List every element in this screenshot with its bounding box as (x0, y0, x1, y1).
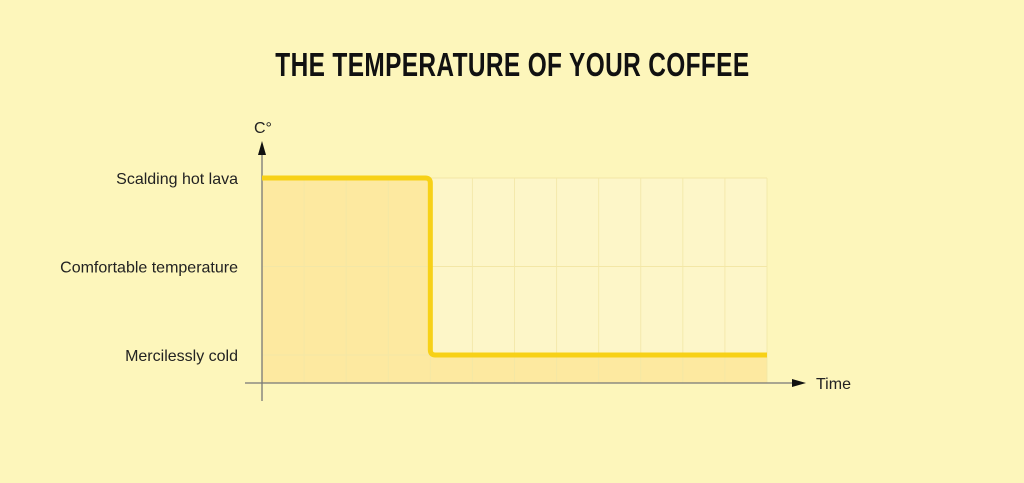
chart-title: THE TEMPERATURE OF YOUR COFFEE (274, 46, 750, 83)
y-tick-label: Scalding hot lava (116, 171, 238, 188)
axes (245, 141, 806, 401)
y-axis-label: C° (254, 120, 272, 137)
x-axis-label: Time (816, 376, 851, 393)
y-tick-labels: Mercilessly cold Comfortable temperature S… (60, 171, 238, 365)
series-temperature (262, 175, 767, 358)
x-axis-arrow-icon (792, 379, 806, 387)
y-tick-label: Comfortable temperature (60, 260, 238, 277)
y-tick-label: Mercilessly cold (125, 348, 238, 365)
temperature-line (262, 175, 767, 358)
y-axis-arrow-icon (258, 141, 266, 155)
